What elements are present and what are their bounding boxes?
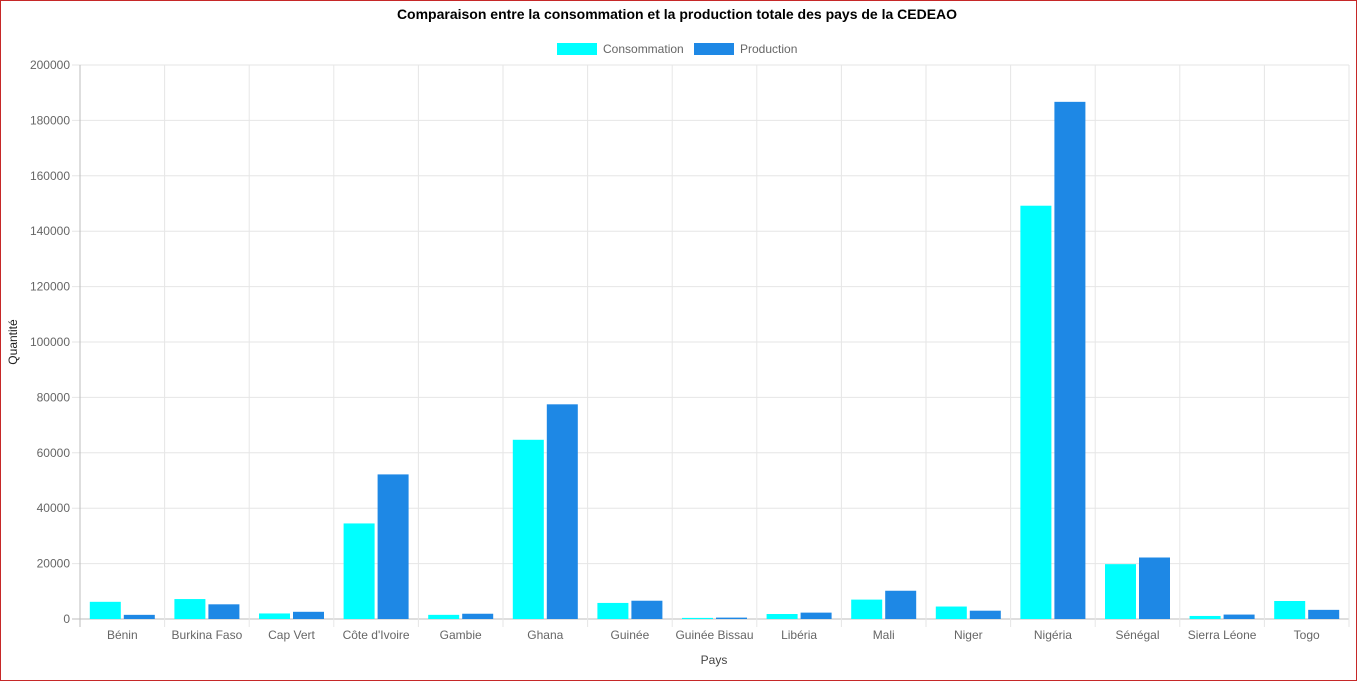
y-tick-label: 120000 <box>30 280 70 294</box>
bar-production-guinee <box>631 600 663 619</box>
bar-consommation-nigeria <box>1020 205 1052 619</box>
bar-consommation-sierra-leone <box>1189 615 1221 619</box>
bar-consommation-cap-vert <box>259 613 290 619</box>
y-tick-label: 40000 <box>37 501 71 515</box>
legend-item-production[interactable]: Production <box>694 42 797 56</box>
bar-production-benin <box>123 614 155 619</box>
legend: Consommation Production <box>557 42 797 56</box>
x-tick-label: Bénin <box>107 628 138 642</box>
legend-label-production: Production <box>740 42 797 56</box>
bar-consommation-mali <box>851 599 883 619</box>
bar-consommation-senegal <box>1105 564 1136 619</box>
bars-layer <box>89 101 1340 619</box>
bar-consommation-burkina-faso <box>174 599 206 619</box>
legend-swatch-consommation <box>557 43 597 55</box>
legend-label-consommation: Consommation <box>603 42 684 56</box>
bar-production-nigeria <box>1054 101 1086 619</box>
x-tick-label: Guinée <box>611 628 650 642</box>
y-tick-label: 20000 <box>37 557 71 571</box>
x-tick-label: Gambie <box>440 628 482 642</box>
y-tick-label: 80000 <box>37 390 71 404</box>
legend-item-consommation[interactable]: Consommation <box>557 42 684 56</box>
y-tick-label: 160000 <box>30 169 70 183</box>
x-tick-label: Sierra Léone <box>1188 628 1257 642</box>
bar-consommation-cote-d-ivoire <box>343 523 375 619</box>
bar-production-togo <box>1308 609 1340 619</box>
x-tick-label: Côte d'Ivoire <box>343 628 410 642</box>
x-tick-label: Sénégal <box>1115 628 1159 642</box>
bar-production-liberia <box>800 612 832 619</box>
bar-consommation-ghana <box>512 439 544 619</box>
x-tick-label: Libéria <box>781 628 817 642</box>
bar-production-gambie <box>462 613 494 619</box>
y-tick-label: 100000 <box>30 335 70 349</box>
legend-swatch-production <box>694 43 734 55</box>
axis-layer: 0 20000 40000 60000 80000 100000 120000 140000 1… <box>30 58 1320 642</box>
bar-consommation-liberia <box>766 614 798 619</box>
bar-production-cap-vert <box>293 611 324 619</box>
bar-production-burkina-faso <box>208 604 240 619</box>
y-tick-label: 60000 <box>37 446 71 460</box>
x-tick-label: Cap Vert <box>268 628 315 642</box>
bar-production-guinee-bissau <box>716 617 747 619</box>
x-tick-label: Nigéria <box>1034 628 1072 642</box>
x-tick-label: Mali <box>873 628 895 642</box>
bar-production-sierra-leone <box>1223 614 1255 619</box>
bar-production-niger <box>969 610 1001 619</box>
bar-production-mali <box>885 590 917 619</box>
bar-production-senegal <box>1139 557 1170 619</box>
x-tick-label: Togo <box>1294 628 1320 642</box>
y-tick-label: 180000 <box>30 113 70 127</box>
bar-consommation-togo <box>1274 600 1306 619</box>
bar-consommation-gambie <box>428 614 460 619</box>
x-tick-label: Niger <box>954 628 983 642</box>
bar-consommation-guinee <box>597 602 629 619</box>
y-tick-label: 140000 <box>30 224 70 238</box>
y-axis-label: Quantité <box>6 319 20 365</box>
y-tick-label: 0 <box>63 612 70 626</box>
x-axis-label: Pays <box>701 653 728 667</box>
x-tick-label: Ghana <box>527 628 563 642</box>
bar-consommation-guinee-bissau <box>682 617 713 619</box>
bar-production-cote-d-ivoire <box>377 474 409 619</box>
y-tick-label: 200000 <box>30 58 70 72</box>
grid-layer <box>72 64 1350 627</box>
x-tick-label: Guinée Bissau <box>675 628 753 642</box>
bar-production-ghana <box>546 404 578 619</box>
bar-consommation-niger <box>935 606 967 619</box>
x-tick-label: Burkina Faso <box>172 628 243 642</box>
chart-title: Comparaison entre la consommation et la … <box>397 6 957 22</box>
bar-consommation-benin <box>89 601 121 619</box>
